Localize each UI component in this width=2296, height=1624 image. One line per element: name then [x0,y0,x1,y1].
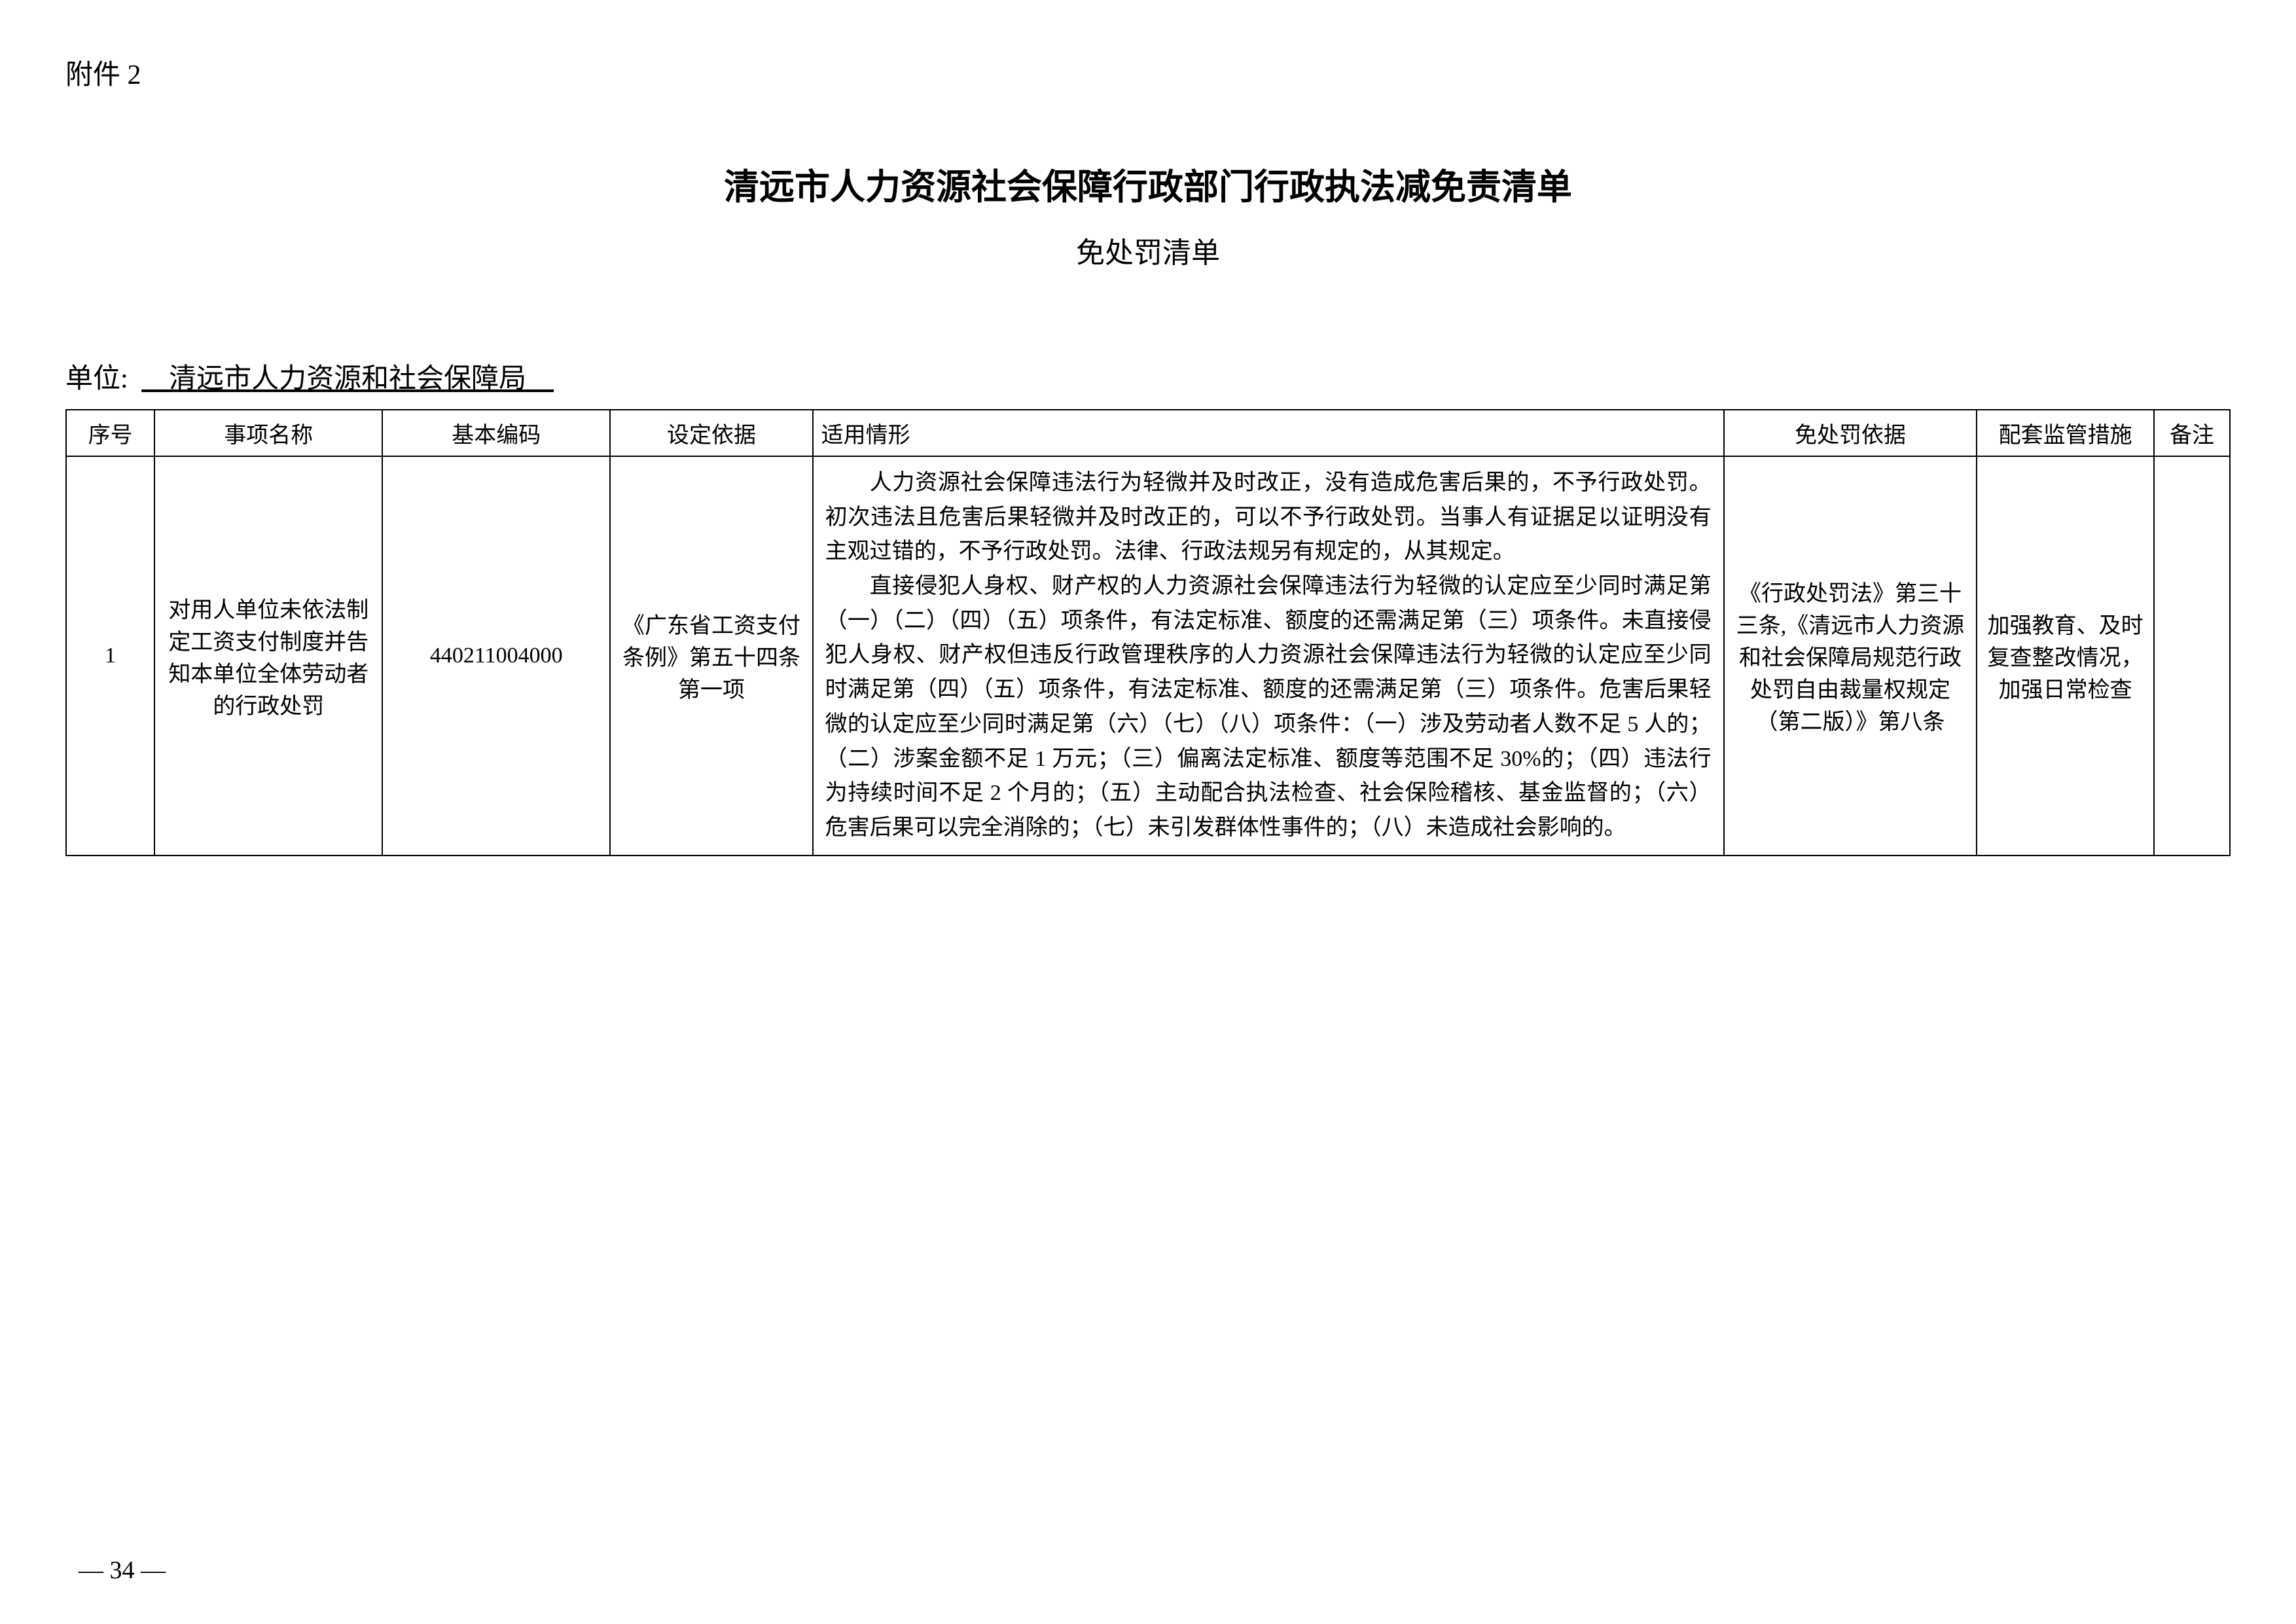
cell-measure: 加强教育、及时复查整改情况，加强日常检查 [1977,456,2154,856]
cell-situation: 人力资源社会保障违法行为轻微并及时改正，没有造成危害后果的，不予行政处罚。初次违… [813,456,1724,856]
header-situation: 适用情形 [813,410,1724,456]
header-code: 基本编码 [382,410,610,456]
exemption-table: 序号 事项名称 基本编码 设定依据 适用情形 免处罚依据 配套监管措施 备注 1… [65,409,2231,856]
header-note: 备注 [2154,410,2230,456]
situation-paragraph-2: 直接侵犯人身权、财产权的人力资源社会保障违法行为轻微的认定应至少同时满足第（一）… [825,569,1712,846]
main-title: 清远市人力资源社会保障行政部门行政执法减免责清单 [65,158,2231,209]
page-number: — 34 — [79,1556,166,1585]
unit-label: 单位: [65,364,128,394]
situation-paragraph-1: 人力资源社会保障违法行为轻微并及时改正，没有造成危害后果的，不予行政处罚。初次违… [825,466,1712,569]
unit-name: 清远市人力资源和社会保障局 [135,364,560,394]
cell-note [2154,456,2230,856]
header-exempt: 免处罚依据 [1724,410,1977,456]
unit-line: 单位: 清远市人力资源和社会保障局 [65,356,2231,396]
table-row: 1 对用人单位未依法制定工资支付制度并告知本单位全体劳动者的行政处罚 44021… [66,456,2230,856]
header-index: 序号 [66,410,154,456]
header-name: 事项名称 [154,410,382,456]
cell-exempt: 《行政处罚法》第三十三条,《清远市人力资源和社会保障局规范行政处罚自由裁量权规定… [1724,456,1977,856]
header-basis: 设定依据 [610,410,812,456]
cell-index: 1 [66,456,154,856]
attachment-label: 附件 2 [65,52,2231,92]
cell-basis: 《广东省工资支付条例》第五十四条第一项 [610,456,812,856]
table-header-row: 序号 事项名称 基本编码 设定依据 适用情形 免处罚依据 配套监管措施 备注 [66,410,2230,456]
header-measure: 配套监管措施 [1977,410,2154,456]
cell-name: 对用人单位未依法制定工资支付制度并告知本单位全体劳动者的行政处罚 [154,456,382,856]
cell-code: 440211004000 [382,456,610,856]
sub-title: 免处罚清单 [65,229,2231,271]
